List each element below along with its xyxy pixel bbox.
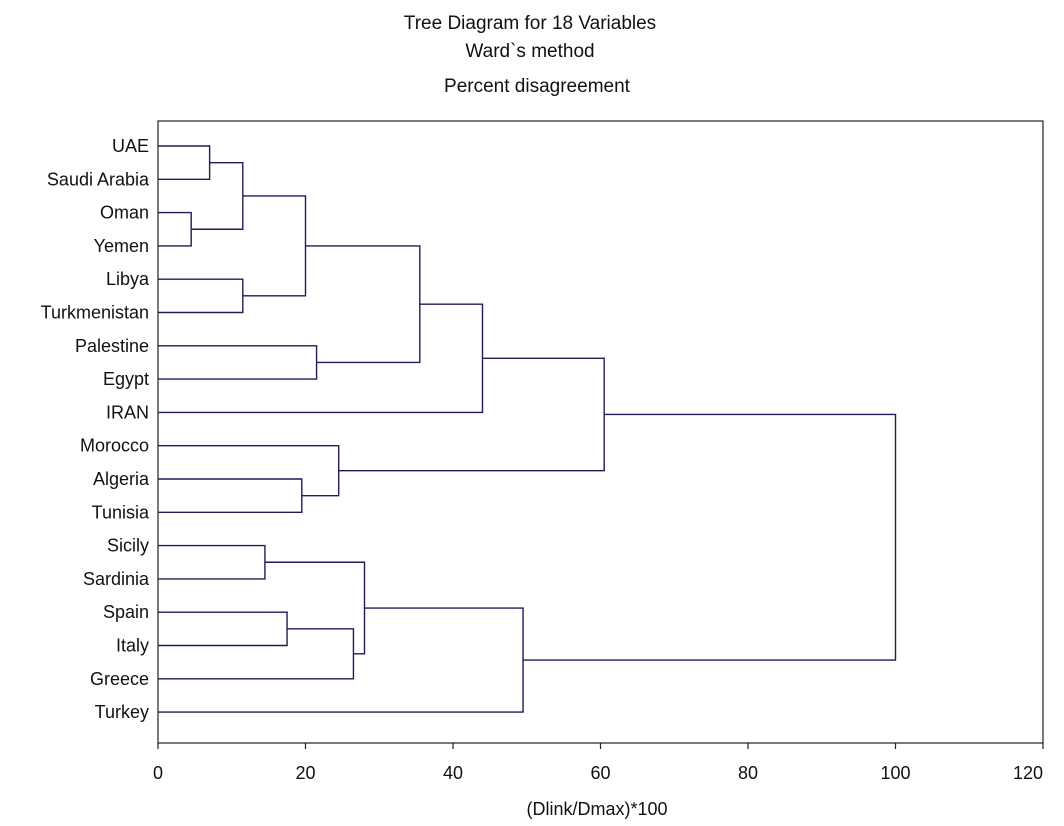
dendrogram-link bbox=[158, 611, 288, 647]
chart-title-line-2: Ward`s method bbox=[465, 41, 594, 62]
leaf-label: Turkey bbox=[95, 702, 149, 722]
x-tick-label: 80 bbox=[738, 763, 758, 783]
leaf-label: Turkmenistan bbox=[41, 303, 149, 323]
leaf-label: Spain bbox=[103, 602, 149, 622]
plot-frame bbox=[157, 120, 1044, 744]
dendrogram-link bbox=[158, 607, 524, 713]
dendrogram-link bbox=[338, 357, 605, 472]
dendrogram-link bbox=[191, 161, 244, 230]
leaf-label: Yemen bbox=[94, 236, 149, 256]
leaf-label: Oman bbox=[100, 203, 149, 223]
dendrogram-link bbox=[305, 245, 421, 364]
leaf-label: Italy bbox=[116, 636, 149, 656]
chart-title-line-3: Percent disagreement bbox=[444, 76, 631, 97]
leaf-label: Tunisia bbox=[92, 502, 150, 522]
leaf-labels: UAE Saudi Arabia Oman Yemen Libya Turkmenista… bbox=[41, 136, 150, 722]
x-tick-label: 120 bbox=[1013, 763, 1043, 783]
leaf-label: Morocco bbox=[80, 436, 149, 456]
dendrogram-link bbox=[158, 445, 340, 497]
x-tick-label: 100 bbox=[880, 763, 910, 783]
dendrogram-link bbox=[158, 544, 266, 580]
dendrogram-link bbox=[158, 278, 244, 314]
chart-title: Tree Diagram for 18 Variables Ward`s met… bbox=[404, 13, 656, 97]
x-tick-label: 0 bbox=[153, 763, 163, 783]
leaf-label: Palestine bbox=[75, 336, 149, 356]
dendrogram-link bbox=[158, 345, 318, 380]
dendrogram-link bbox=[158, 303, 484, 414]
dendrogram-link bbox=[158, 211, 192, 247]
leaf-label: UAE bbox=[112, 136, 149, 156]
x-tick-label: 40 bbox=[443, 763, 463, 783]
dendrogram-link bbox=[242, 195, 307, 297]
chart-title-line-1: Tree Diagram for 18 Variables bbox=[404, 13, 656, 34]
leaf-label: Sicily bbox=[107, 536, 149, 556]
leaf-label: Egypt bbox=[103, 369, 149, 389]
x-tick-label: 60 bbox=[590, 763, 610, 783]
dendrogram-link bbox=[158, 145, 211, 180]
x-tick-label: 20 bbox=[295, 763, 315, 783]
leaf-label: Saudi Arabia bbox=[47, 169, 150, 189]
leaf-label: IRAN bbox=[106, 402, 149, 422]
leaf-label: Sardinia bbox=[83, 569, 150, 589]
dendrogram-branches bbox=[158, 145, 897, 713]
dendrogram-link bbox=[523, 413, 897, 661]
dendrogram-link bbox=[158, 628, 355, 680]
dendrogram-link bbox=[264, 561, 366, 655]
leaf-label: Libya bbox=[106, 269, 150, 289]
x-axis-ticks: 0 20 40 60 80 100 120 bbox=[153, 743, 1044, 783]
leaf-label: Greece bbox=[90, 669, 149, 689]
dendrogram-link bbox=[158, 478, 303, 513]
x-axis-title: (Dlink/Dmax)*100 bbox=[526, 799, 667, 819]
leaf-label: Algeria bbox=[93, 469, 150, 489]
